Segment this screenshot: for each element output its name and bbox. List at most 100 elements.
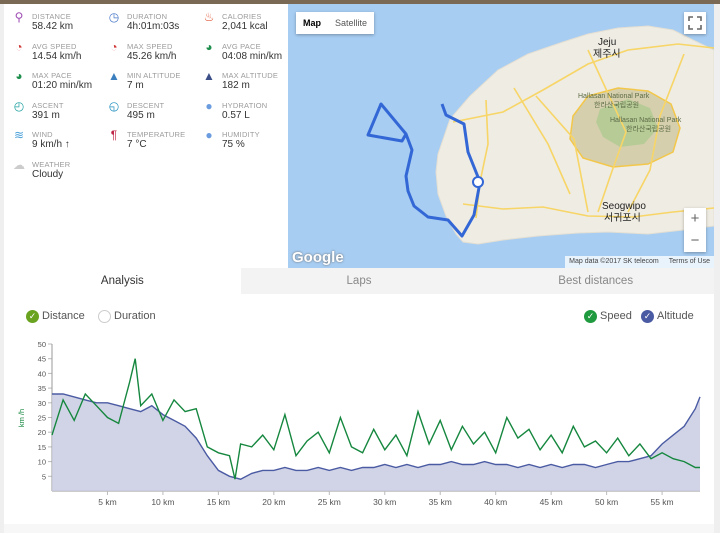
- stat-weather: ☁ WEATHER Cloudy: [4, 152, 98, 180]
- y-tick-label: 25: [38, 414, 46, 423]
- water-drops-icon: ●: [205, 98, 213, 113]
- stat-calories: ♨ CALORIES 2,041 kcal: [194, 4, 288, 32]
- analysis-tabs: Analysis Laps Best distances: [4, 268, 714, 294]
- tab-best-distances[interactable]: Best distances: [558, 275, 634, 287]
- tab-analysis[interactable]: Analysis: [4, 268, 241, 294]
- y-tick-label: 5: [42, 472, 46, 481]
- stat-avg-pace: ◕ AVG PACE 04:08 min/km: [194, 34, 288, 62]
- check-icon: ✓: [641, 309, 654, 323]
- mountain-icon: ▲: [203, 69, 215, 83]
- speed-altitude-chart[interactable]: 5 10 15 20 25 30 35 40 45 50 km /h 5 km 10 km 15 km 20…: [4, 294, 714, 524]
- zoom-in-button[interactable]: +: [690, 210, 700, 227]
- top-strip: [0, 0, 720, 4]
- x-tick-label: 20 km: [262, 497, 285, 507]
- check-icon: ✓: [26, 309, 39, 323]
- stat-label: TEMPERATURE: [127, 130, 186, 139]
- fullscreen-icon: [688, 16, 702, 30]
- ascent-icon: ◴: [13, 98, 25, 113]
- map-label-hallasan-en-1: Hallasan National Park: [578, 93, 650, 100]
- stat-label: HYDRATION: [222, 100, 268, 110]
- stat-label: AVG SPEED: [32, 41, 77, 51]
- distance-toggle-label: Distance: [42, 310, 85, 322]
- stopwatch-icon: ◷: [108, 10, 120, 24]
- gauge-icon: ◕: [15, 69, 23, 83]
- tab-laps[interactable]: Laps: [346, 275, 372, 287]
- altitude-line: [52, 393, 701, 480]
- stat-label: WIND: [32, 130, 53, 139]
- map-attribution: Map data ©2017 SK telecom Terms of Use: [565, 256, 714, 268]
- stat-value: 04:08 min/km: [222, 50, 283, 62]
- stat-duration: ◷ DURATION 4h:01m:03s: [99, 4, 193, 32]
- stat-label: ASCENT: [32, 100, 64, 110]
- workout-stats-panel: ⚲ DISTANCE 58.42 km ◷ DURATION 4h:01m:03s ♨ CAL…: [4, 4, 288, 268]
- x-tick-label: 15 km: [207, 497, 230, 507]
- mountain-icon: ▲: [108, 69, 120, 83]
- stat-label: WEATHER: [32, 159, 71, 169]
- stat-wind: ≋ WIND 9 km/h ↑: [4, 122, 98, 150]
- map-canvas[interactable]: Jeju 제주시 Hallasan National Park 한라산국립공원 …: [288, 4, 714, 268]
- terms-of-use-link[interactable]: Terms of Use: [668, 258, 710, 265]
- zoom-control: + −: [684, 208, 706, 252]
- x-tick-label: 10 km: [151, 497, 174, 507]
- y-tick-label: 35: [38, 384, 46, 393]
- x-tick-label: 40 km: [484, 497, 507, 507]
- stat-label: DURATION: [127, 12, 168, 21]
- map-label-hallasan-ko-1: 한라산국립공원: [594, 100, 639, 109]
- stat-value: 391 m: [32, 109, 60, 121]
- stat-value: 4h:01m:03s: [127, 21, 180, 32]
- speed-line: [51, 358, 700, 480]
- stat-value: 495 m: [127, 109, 155, 121]
- stat-avg-speed: ◔ AVG SPEED 14.54 km/h: [4, 34, 98, 62]
- speedometer-icon: ◔: [15, 39, 23, 54]
- map-label-hallasan-ko-2: 한라산국립공원: [626, 124, 671, 133]
- stat-temperature: ¶ TEMPERATURE 7 °C: [99, 122, 193, 150]
- altitude-toggle-label: Altitude: [657, 310, 694, 322]
- google-logo: Google: [292, 249, 344, 266]
- stat-max-pace: ◕ MAX PACE 01:20 min/km: [4, 63, 98, 91]
- analysis-panel: ✓ Distance Duration ✓ Speed ✓ Altitude 5…: [4, 294, 714, 524]
- y-tick-label: 30: [38, 399, 46, 408]
- fullscreen-button[interactable]: [684, 12, 706, 34]
- speed-toggle[interactable]: ✓ Speed: [584, 309, 632, 323]
- stat-value: 9 km/h ↑: [32, 139, 70, 150]
- map-label-jeju-ko: 제주시: [593, 48, 621, 60]
- stat-value: 45.26 km/h: [127, 50, 177, 62]
- x-tick-label: 55 km: [650, 497, 673, 507]
- stat-max-altitude: ▲ MAX ALTITUDE 182 m: [194, 63, 288, 91]
- stat-value: 7 °C: [127, 139, 147, 150]
- hallasan-forest: [596, 99, 658, 147]
- y-tick-label: 15: [38, 443, 46, 452]
- flame-icon: ♨: [203, 10, 215, 24]
- route-map[interactable]: Jeju 제주시 Hallasan National Park 한라산국립공원 …: [288, 4, 714, 268]
- distance-toggle[interactable]: ✓ Distance: [26, 309, 85, 323]
- stat-label: AVG PACE: [222, 41, 261, 51]
- map-label-seogwipo-en: Seogwipo: [602, 201, 646, 212]
- humidity-icon: ●: [205, 128, 213, 142]
- duration-toggle[interactable]: Duration: [98, 309, 156, 323]
- y-tick-label: 20: [38, 428, 46, 437]
- stat-ascent: ◴ ASCENT 391 m: [4, 93, 98, 121]
- x-tick-label: 25 km: [318, 497, 341, 507]
- stat-descent: ◵ DESCENT 495 m: [99, 93, 193, 121]
- x-tick-label: 5 km: [98, 497, 116, 507]
- map-type-map-button[interactable]: Map: [303, 18, 321, 28]
- descent-icon: ◵: [108, 98, 120, 113]
- stat-label: MAX PACE: [32, 71, 72, 80]
- map-data-credit: Map data ©2017 SK telecom: [569, 258, 659, 265]
- y-tick-label: 10: [38, 458, 46, 467]
- map-type-satellite-button[interactable]: Satellite: [335, 18, 368, 28]
- altitude-area: [52, 394, 700, 491]
- check-icon: ✓: [584, 309, 597, 323]
- stat-value: 182 m: [222, 80, 250, 91]
- stat-max-speed: ◔ MAX SPEED 45.26 km/h: [99, 34, 193, 62]
- altitude-toggle[interactable]: ✓ Altitude: [641, 309, 694, 323]
- stat-distance: ⚲ DISTANCE 58.42 km: [4, 4, 98, 32]
- stat-value: 2,041 kcal: [222, 21, 268, 32]
- zoom-out-button[interactable]: −: [690, 232, 700, 249]
- stat-value: 75 %: [222, 139, 245, 150]
- stat-value: 7 m: [127, 80, 144, 91]
- stat-label: DESCENT: [127, 100, 165, 110]
- thermometer-icon: ¶: [110, 128, 118, 142]
- y-tick-label: 40: [38, 369, 46, 378]
- stat-value: 58.42 km: [32, 21, 74, 32]
